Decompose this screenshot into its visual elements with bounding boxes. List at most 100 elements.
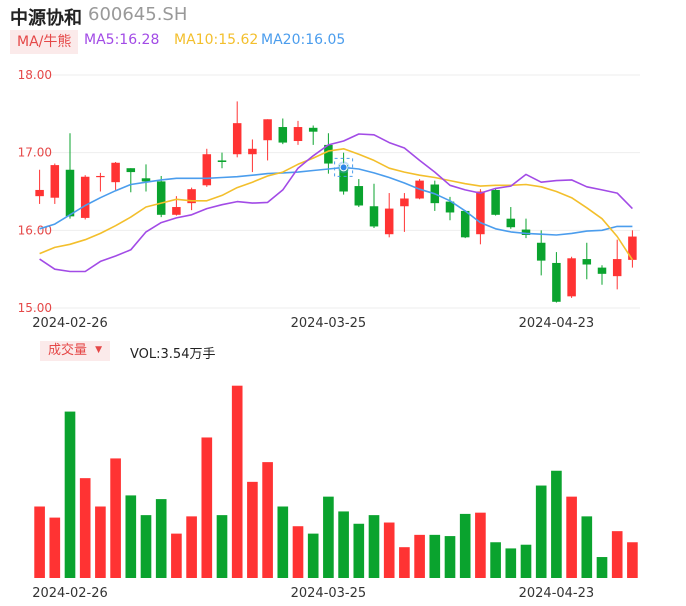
candle-body: [384, 208, 394, 235]
marker-dot: [339, 163, 348, 172]
candle: [111, 161, 120, 190]
volume-bar: [155, 499, 167, 578]
volume-bar: [414, 534, 425, 578]
volume-bar: [596, 557, 608, 578]
volume-bar: [459, 513, 471, 578]
candle: [582, 242, 592, 280]
volume-bar: [79, 478, 91, 578]
candle: [156, 175, 166, 218]
x-tick-label: 2024-04-23: [519, 586, 595, 601]
candle-body: [172, 207, 181, 215]
volume-bar: [216, 515, 228, 578]
x-tick-label: 2024-04-23: [519, 316, 595, 331]
volume-bar: [262, 462, 273, 578]
candle-body: [187, 189, 196, 204]
ma-indicator-button[interactable]: MA/牛熊: [10, 30, 79, 54]
candle: [460, 210, 470, 239]
volume-bar: [535, 485, 547, 578]
volume-bar: [323, 496, 334, 578]
candle: [308, 125, 318, 145]
ma5-value: MA5:16.28: [84, 32, 160, 48]
volume-bar: [307, 533, 319, 578]
candle-body: [80, 176, 90, 218]
candle: [232, 101, 242, 158]
candle-body: [324, 144, 333, 164]
ma10-line: [39, 148, 634, 261]
candle-body: [278, 127, 288, 143]
candle-body: [567, 258, 576, 297]
volume-bars: [34, 385, 638, 578]
candle-body: [354, 186, 364, 206]
volume-date-axis: 2024-02-26 2024-03-25 2024-04-23: [32, 586, 594, 601]
candle-body: [156, 181, 166, 215]
volume-value: VOL:3.54万手: [130, 347, 216, 362]
volume-bar: [353, 523, 365, 578]
volume-bar: [247, 481, 258, 578]
volume-bar: [125, 495, 137, 578]
candle-body: [293, 127, 303, 142]
volume-bar: [110, 458, 121, 578]
volume-bar: [627, 542, 638, 578]
volume-bar: [292, 526, 304, 578]
stock-code: 600645.SH: [88, 4, 188, 25]
candle-body: [50, 165, 60, 198]
candle-body: [536, 242, 546, 261]
volume-bar: [231, 385, 243, 578]
candle: [339, 152, 348, 195]
candle-body: [217, 160, 227, 162]
moving-average-lines: [39, 133, 634, 273]
volume-bar: [140, 515, 152, 578]
candle-body: [400, 198, 409, 207]
volume-bar: [429, 534, 441, 578]
y-tick-label: 18.00: [18, 68, 52, 82]
x-tick-label: 2024-02-26: [32, 316, 108, 331]
candle: [506, 207, 516, 229]
candle-body: [65, 169, 75, 217]
x-tick-label: 2024-03-25: [291, 586, 367, 601]
caret-down-icon: ▼: [95, 345, 103, 355]
candle: [552, 252, 561, 303]
marker-box: [334, 157, 354, 177]
candle-body: [628, 236, 637, 260]
candles: [35, 101, 637, 303]
candle-body: [339, 165, 348, 192]
candle-body: [232, 123, 242, 155]
candle-body: [96, 175, 105, 178]
ma20-line: [39, 166, 633, 236]
candle: [536, 230, 546, 276]
x-tick-label: 2024-03-25: [291, 316, 367, 331]
candle: [628, 230, 637, 268]
candle: [612, 239, 622, 290]
candle-body: [476, 191, 485, 235]
volume-bar: [611, 531, 623, 578]
y-tick-label: 15.00: [18, 301, 52, 315]
ma20-value: MA20:16.05: [261, 32, 346, 48]
price-axis: 18.00 17.00 16.00 15.00: [18, 68, 52, 315]
volume-bar: [520, 544, 532, 578]
volume-bar: [338, 511, 349, 578]
candle: [65, 133, 75, 219]
date-axis: 2024-02-26 2024-03-25 2024-04-23: [32, 316, 594, 331]
volume-bar: [186, 516, 197, 578]
candle: [567, 256, 576, 298]
candle: [80, 175, 90, 220]
volume-indicator-label: 成交量: [48, 343, 88, 358]
volume-bar: [49, 517, 61, 578]
candle: [324, 133, 333, 174]
candle: [126, 168, 136, 193]
candle: [369, 183, 379, 229]
candle: [187, 187, 196, 211]
volume-bar: [581, 516, 593, 578]
volume-indicator-button[interactable]: 成交量 ▼: [40, 341, 111, 361]
candle: [521, 218, 531, 239]
stock-name: 中源协和: [10, 8, 82, 29]
volume-bar: [490, 542, 501, 578]
candle-body: [202, 154, 212, 186]
candle: [141, 164, 151, 192]
candle: [248, 139, 257, 173]
candle-body: [369, 206, 379, 227]
candle: [384, 193, 394, 238]
candle: [597, 265, 607, 285]
candle-body: [491, 189, 500, 215]
